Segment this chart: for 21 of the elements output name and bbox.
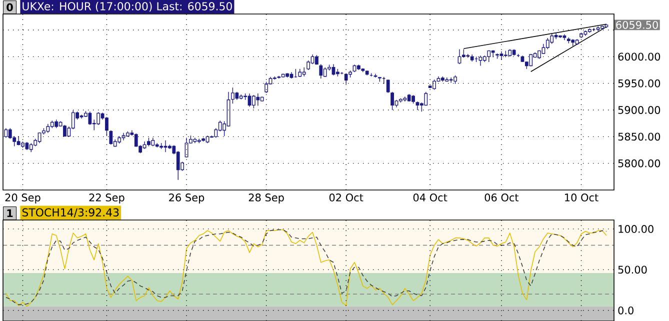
y-tick-label: 5950.00: [618, 79, 660, 88]
text: 1: [7, 209, 13, 218]
y-tick-label: 5850.00: [618, 132, 660, 141]
y-tick-label: 6000.00: [618, 52, 660, 61]
text: 6059.50: [616, 20, 658, 29]
x-tick-label: 10 Oct: [565, 194, 598, 202]
x-tick-label: 28 Sep: [248, 194, 284, 204]
x-tick-label: 26 Sep: [169, 194, 204, 204]
y-tick-label: 5900.00: [618, 106, 660, 114]
chart-title: STOCH14/3:92.43: [22, 208, 119, 218]
y-tick-label: 100.00: [618, 225, 654, 233]
y-tick-label: 0.0: [618, 306, 634, 314]
text: 0: [6, 3, 13, 12]
y-tick-label: 50.00: [618, 266, 647, 274]
x-tick-label: 04 Oct: [413, 194, 448, 202]
chart-title: UKXe: HOUR (17:00:00) Last: 6059.50: [22, 2, 232, 12]
x-tick-label: 06 Oct: [484, 194, 519, 202]
x-tick-label: 22 Sep: [89, 194, 124, 204]
y-tick-label: 5800.00: [618, 159, 660, 168]
x-tick-label: 02 Oct: [329, 194, 364, 202]
x-tick-label: 20 Sep: [5, 194, 40, 204]
